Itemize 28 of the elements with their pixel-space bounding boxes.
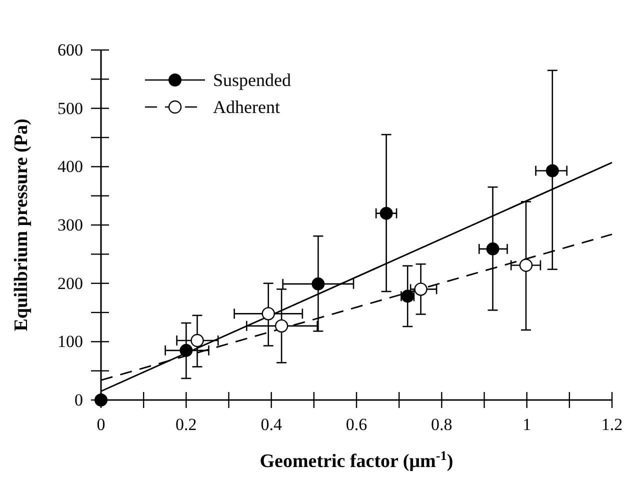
point (312, 277, 325, 290)
x-tick-label: 0 (96, 415, 106, 434)
point (274, 319, 288, 333)
point (546, 164, 559, 178)
y-tick-label: 600 (58, 40, 83, 60)
point (486, 242, 500, 256)
x-tick-label: 0.6 (346, 415, 368, 434)
point (190, 334, 204, 348)
legend-label: Adherent (213, 97, 280, 117)
y-tick-label: 100 (58, 332, 83, 352)
y-tick-label: 300 (58, 215, 83, 234)
x-tick-label: 0.8 (431, 415, 452, 434)
y-tick-label: 500 (58, 98, 83, 118)
point (180, 344, 193, 357)
point (380, 206, 393, 220)
x-axis-title: Geometric factor (μm$^{-1}$) (260, 448, 454, 472)
point (519, 258, 533, 272)
y-axis-title: Equilibrium pressure (Pa) (11, 118, 32, 332)
x-tick-label: 0.2 (176, 415, 197, 434)
x-tick-label: 0.4 (260, 415, 282, 434)
x-tick-label: 1 (522, 415, 532, 434)
point (414, 282, 428, 296)
x-tick-label: 1.2 (601, 415, 623, 434)
point (262, 307, 275, 320)
y-tick-label: 400 (58, 157, 83, 176)
legend-label: Suspended (213, 70, 291, 90)
y-tick-label: 0 (74, 390, 83, 410)
y-tick-label: 200 (58, 274, 83, 293)
